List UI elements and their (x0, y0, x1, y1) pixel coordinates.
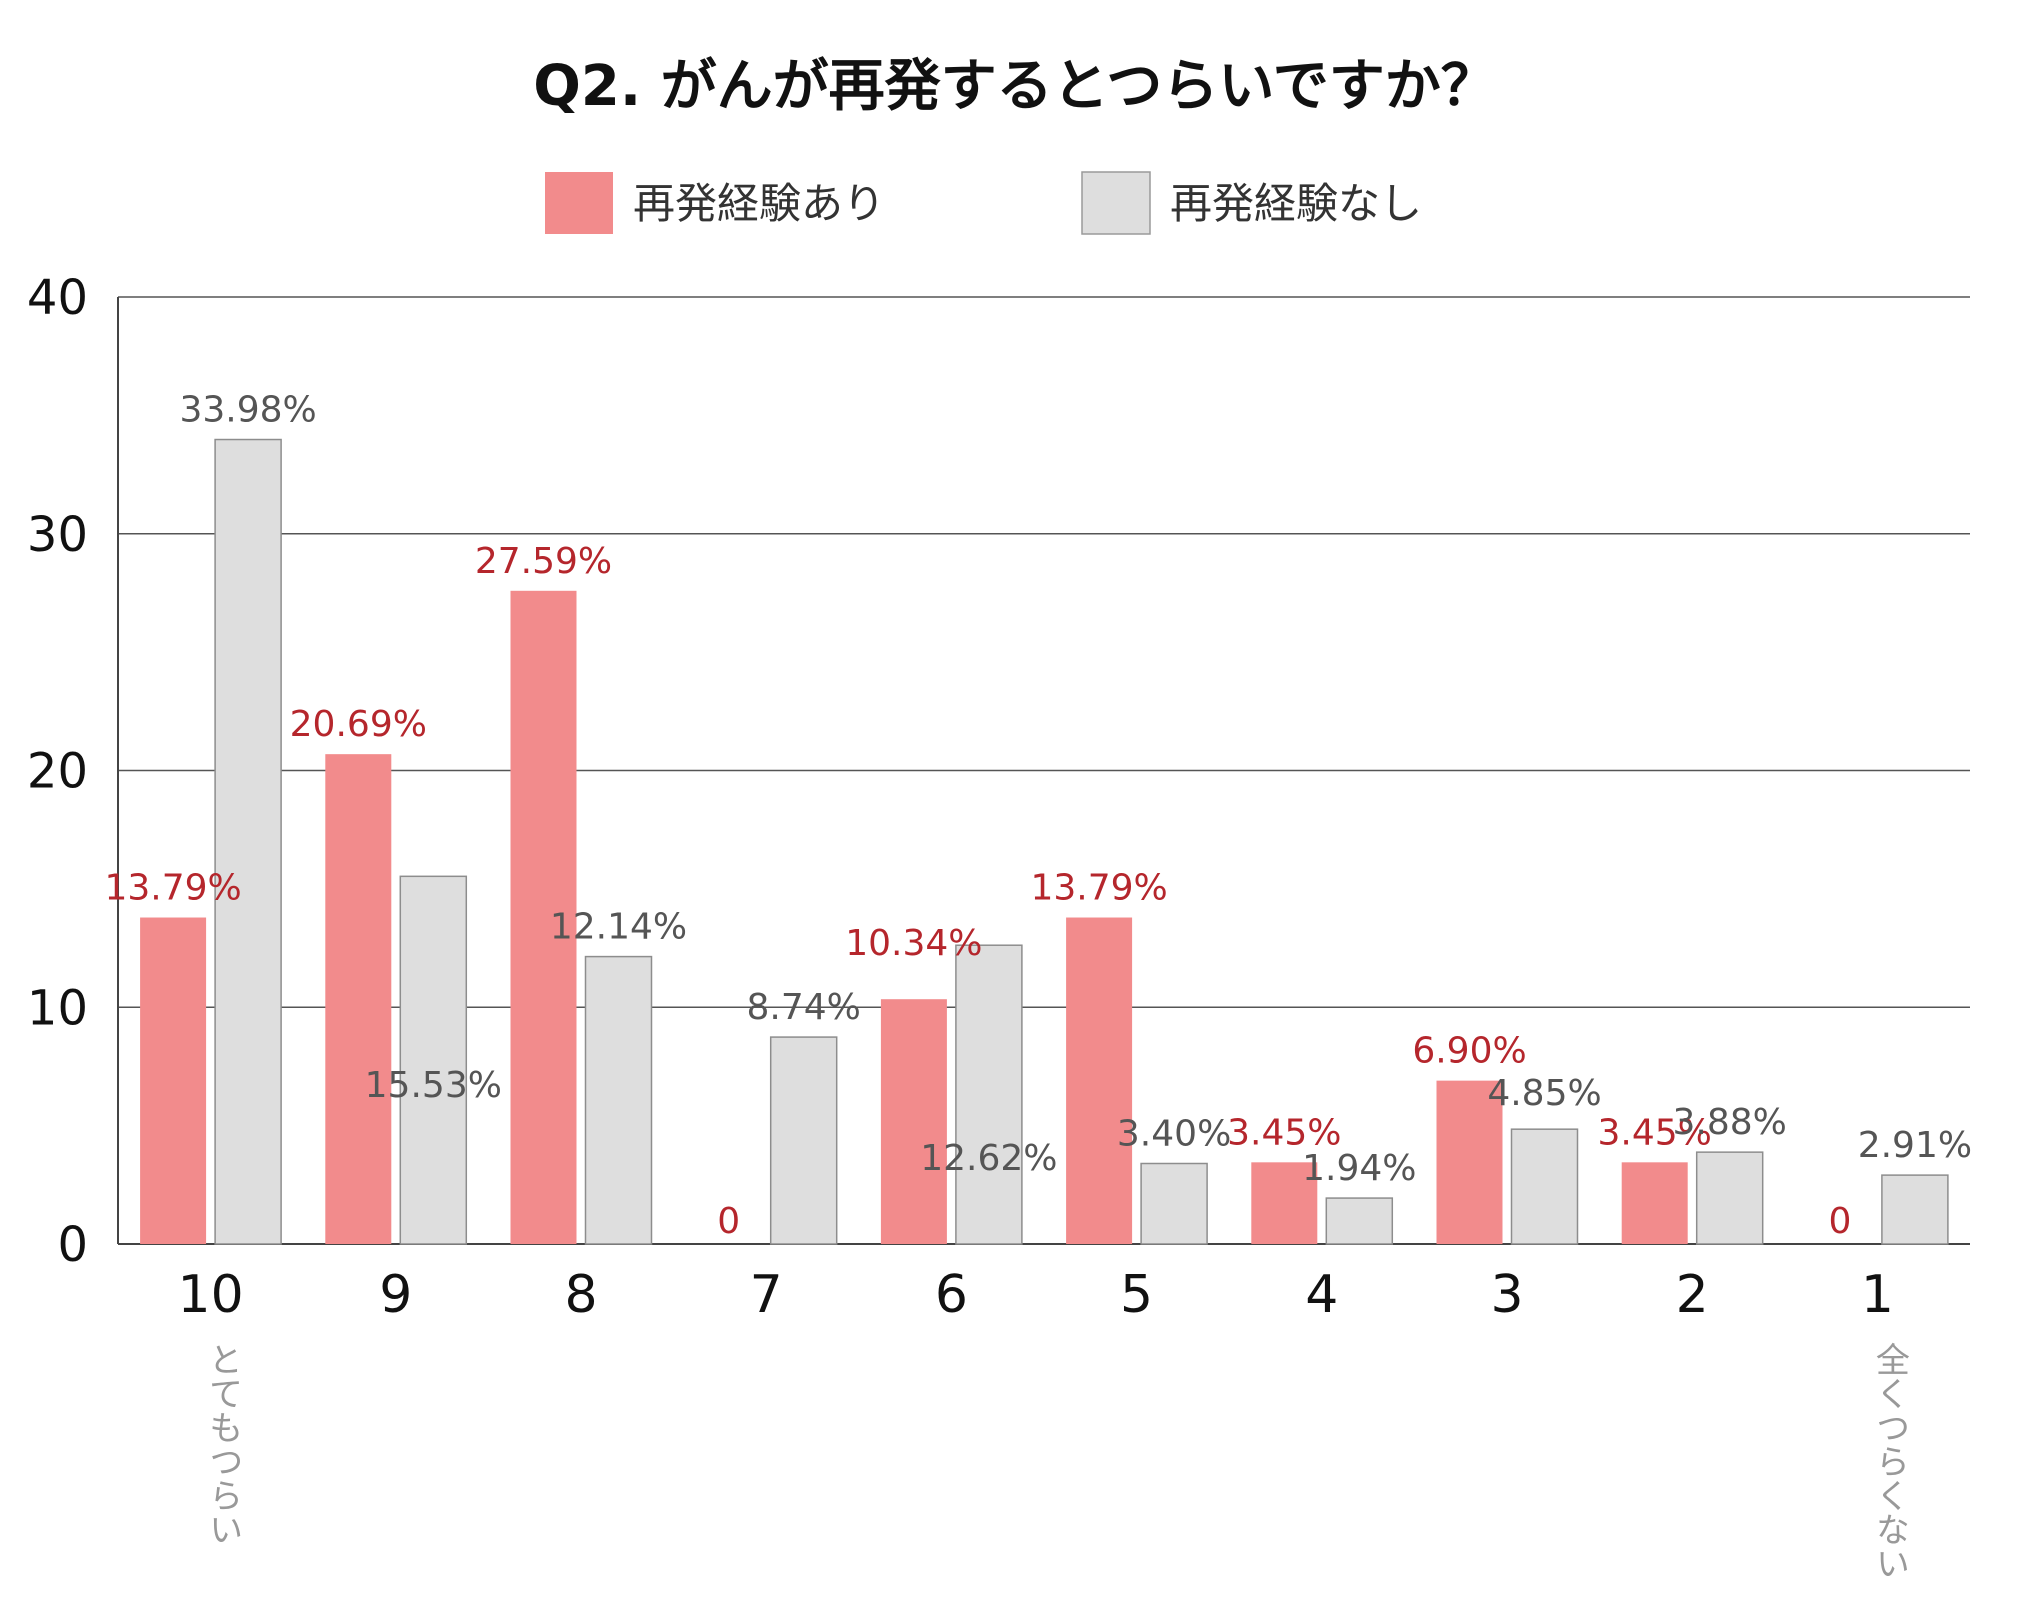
bar-2-1 (1881, 1174, 1949, 1245)
legend-label-2: 再発経験なし (1170, 179, 1422, 228)
legend-swatch-1 (545, 172, 613, 234)
y-tick-label-10: 10 (27, 980, 88, 1036)
bar-label-1-7: 0 (717, 1201, 740, 1242)
bar-label-1-4: 3.45% (1227, 1112, 1341, 1153)
bar-label-1-2: 3.45% (1598, 1112, 1712, 1153)
bar-2-8 (584, 955, 653, 1245)
legend-label-1: 再発経験あり (633, 179, 885, 228)
bar-label-1-3: 6.90% (1412, 1031, 1526, 1072)
bar-label-2-3: 4.85% (1487, 1073, 1601, 1114)
bar-label-1-6: 10.34% (845, 923, 982, 964)
bar-2-5 (1140, 1162, 1208, 1245)
x-tick-label-8: 8 (564, 1265, 597, 1325)
y-axis: 0 10 20 30 40 (27, 270, 119, 1273)
bar-1-2 (1621, 1162, 1688, 1244)
x-tick-label-7: 7 (750, 1265, 783, 1325)
category-note-10: とてもつらい (203, 1342, 243, 1546)
bar-label-2-10: 33.98% (179, 390, 316, 431)
bar-2-4 (1325, 1197, 1394, 1245)
bar-1-5 (1066, 917, 1133, 1244)
bar-2-7 (769, 1036, 838, 1245)
bar-label-2-7: 8.74% (747, 987, 861, 1028)
bar-label-2-1: 2.91% (1858, 1125, 1972, 1166)
bar-1-9 (325, 754, 392, 1244)
x-tick-label-10: 10 (178, 1265, 244, 1325)
bar-label-2-9: 15.53% (365, 1065, 502, 1106)
bar-label-2-8: 12.14% (550, 907, 687, 948)
x-tick-label-6: 6 (935, 1265, 968, 1325)
y-tick-label-40: 40 (27, 270, 88, 326)
bar-1-3 (1436, 1080, 1503, 1244)
chart-title: Q2. がんが再発するとつらいですか？ (533, 54, 1496, 119)
bar-label-2-4: 1.94% (1302, 1148, 1416, 1189)
x-tick-label-9: 9 (379, 1265, 412, 1325)
legend-swatch-2 (1081, 171, 1151, 235)
x-tick-label-5: 5 (1120, 1265, 1153, 1325)
bar-2-9 (399, 875, 468, 1245)
bar-2-6 (955, 944, 1023, 1245)
bar-2-3 (1510, 1128, 1579, 1245)
endpoint-notes: とてもつらい 全くつらくない (203, 1342, 1910, 1580)
x-axis: 10 9 8 7 6 5 4 3 2 1 (178, 1265, 1894, 1325)
bar-label-1-10: 13.79% (104, 868, 241, 909)
legend: 再発経験あり 再発経験なし (545, 171, 1422, 235)
x-tick-label-4: 4 (1305, 1265, 1338, 1325)
bar-2-2 (1695, 1151, 1764, 1245)
bar-1-4 (1251, 1162, 1318, 1244)
bar-labels: 13.79% 33.98% 20.69% 15.53% 27.59% 12.14% 0 8.7… (104, 390, 1972, 1242)
bar-1-6 (880, 999, 947, 1244)
bar-label-1-8: 27.59% (475, 541, 612, 582)
x-tick-label-2: 2 (1676, 1265, 1709, 1325)
x-tick-label-1: 1 (1861, 1265, 1894, 1325)
bar-1-10 (140, 917, 207, 1244)
bar-2-10 (214, 438, 282, 1245)
category-note-1: 全くつらくない (1869, 1342, 1909, 1580)
bar-label-1-9: 20.69% (290, 704, 427, 745)
bar-label-1-1: 0 (1828, 1201, 1851, 1242)
bar-label-2-5: 3.40% (1117, 1114, 1231, 1155)
y-tick-label-30: 30 (27, 507, 88, 563)
bar-label-2-2: 3.88% (1673, 1102, 1787, 1143)
y-tick-label-20: 20 (27, 744, 88, 800)
y-tick-label-0: 0 (57, 1217, 88, 1273)
bars (140, 438, 1949, 1245)
bar-label-1-5: 13.79% (1030, 868, 1167, 909)
bar-1-8 (510, 590, 577, 1244)
bar-label-2-6: 12.62% (920, 1138, 1057, 1179)
x-tick-label-3: 3 (1490, 1265, 1523, 1325)
